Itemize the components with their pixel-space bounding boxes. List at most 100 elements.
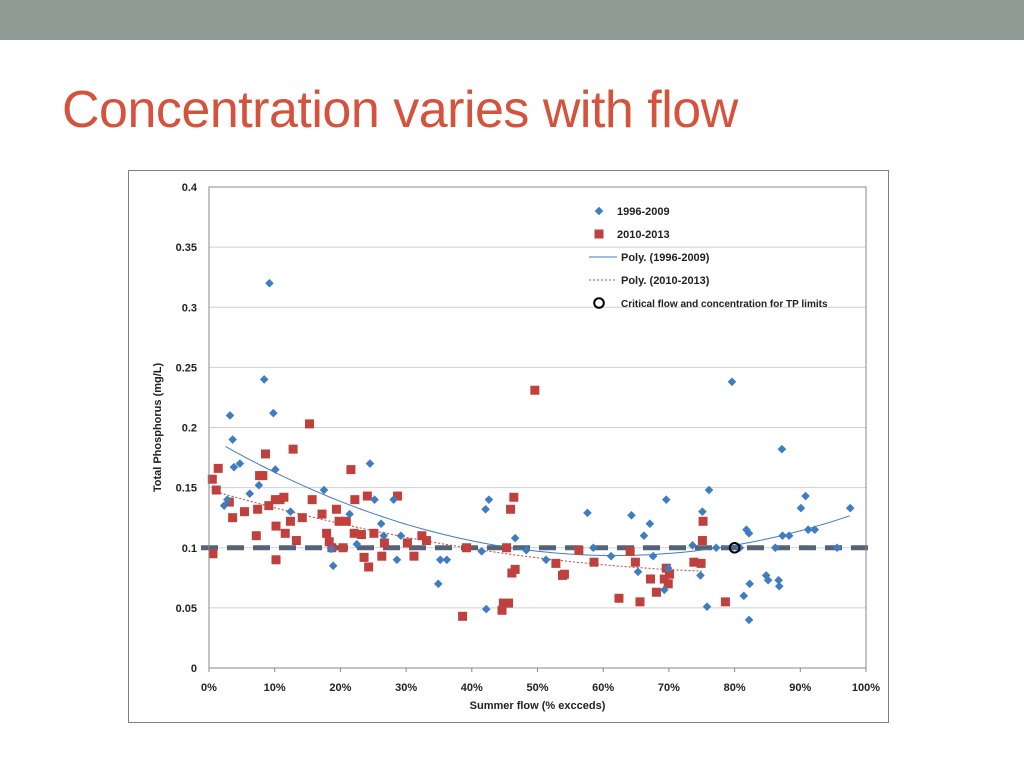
y-tick-label: 0.05 [176, 603, 197, 615]
point-1996-2009 [583, 508, 592, 518]
point-1996-2009 [645, 519, 655, 528]
point-1996-2009 [688, 541, 697, 550]
trendlines [212, 445, 850, 572]
point-2010-2013 [506, 504, 516, 514]
point-1996-2009 [744, 529, 754, 538]
point-2010-2013 [271, 555, 281, 565]
point-2010-2013 [510, 564, 520, 574]
y-tick-label: 0.25 [176, 362, 197, 374]
scatter-chart: 0 0.05 0.1 0.15 0.2 0.25 0.3 0.35 0.4 0% 10% 20% 30%… [152, 182, 880, 712]
point-1996-2009 [648, 551, 658, 561]
point-2010-2013 [696, 558, 706, 568]
point-2010-2013 [341, 516, 351, 526]
point-2010-2013 [349, 528, 359, 538]
point-2010-2013 [359, 552, 369, 562]
point-1996-2009 [271, 465, 280, 474]
point-1996-2009 [433, 579, 443, 589]
y-tick-label: 0.35 [176, 242, 197, 254]
point-2010-2013 [334, 516, 344, 526]
point-1996-2009 [326, 544, 336, 554]
point-2010-2013 [462, 543, 472, 553]
point-2010-2013 [574, 545, 584, 555]
point-2010-2013 [421, 536, 431, 546]
x-tick-label: 40% [461, 682, 483, 694]
point-2010-2013 [251, 531, 261, 541]
point-2010-2013 [291, 536, 301, 546]
point-1996-2009 [396, 531, 406, 541]
point-2010-2013 [559, 569, 569, 579]
point-2010-2013 [417, 531, 427, 541]
point-2010-2013 [402, 538, 412, 548]
point-2010-2013 [211, 485, 221, 495]
point-2010-2013 [288, 444, 298, 454]
x-tick-label: 0% [201, 682, 217, 694]
point-1996-2009 [259, 375, 269, 384]
point-2010-2013 [331, 504, 341, 514]
point-1996-2009 [229, 462, 239, 472]
x-tick-label: 80% [724, 682, 746, 694]
point-1996-2009 [774, 581, 784, 591]
point-1996-2009 [663, 563, 673, 573]
point-1996-2009 [328, 561, 338, 571]
point-1996-2009 [761, 571, 771, 580]
point-1996-2009 [370, 495, 379, 504]
point-2010-2013 [322, 528, 332, 538]
critical-point-marker [728, 541, 741, 554]
point-2010-2013 [317, 509, 327, 519]
x-tick-label: 20% [329, 682, 351, 694]
point-2010-2013 [270, 495, 280, 505]
point-2010-2013 [271, 521, 281, 531]
point-1996-2009 [219, 501, 229, 510]
point-1996-2009 [245, 489, 255, 498]
point-1996-2009 [379, 531, 389, 541]
point-1996-2009 [627, 510, 636, 520]
point-1996-2009 [633, 567, 643, 577]
top-accent-bar [0, 0, 1024, 40]
legend-label: 1996-2009 [617, 206, 670, 218]
point-2010-2013 [497, 605, 507, 615]
point-1996-2009 [228, 435, 237, 444]
point-2010-2013 [697, 536, 707, 546]
point-1996-2009 [269, 408, 278, 418]
point-2010-2013 [589, 557, 599, 567]
point-2010-2013 [208, 549, 218, 559]
point-2010-2013 [279, 492, 289, 502]
point-2010-2013 [362, 491, 372, 501]
point-1996-2009 [801, 491, 810, 501]
legend-symbol-square [594, 229, 604, 239]
point-2010-2013 [646, 574, 656, 584]
point-1996-2009 [704, 485, 714, 495]
point-1996-2009 [639, 531, 649, 541]
point-2010-2013 [551, 558, 561, 568]
x-tick-label: 10% [264, 682, 286, 694]
point-1996-2009 [481, 604, 491, 614]
point-2010-2013 [305, 419, 315, 429]
point-2010-2013 [280, 528, 290, 538]
point-2010-2013 [630, 557, 640, 567]
point-1996-2009 [777, 444, 787, 454]
point-1996-2009 [510, 533, 520, 543]
axes: 0 0.05 0.1 0.15 0.2 0.25 0.3 0.35 0.4 0% 10% 20% 30%… [152, 182, 880, 712]
point-1996-2009 [744, 615, 754, 625]
point-1996-2009 [477, 547, 486, 556]
point-2010-2013 [504, 598, 514, 608]
point-1996-2009 [661, 495, 671, 504]
point-1996-2009 [365, 459, 375, 468]
point-1996-2009 [589, 543, 598, 553]
point-2010-2013 [213, 463, 223, 473]
point-1996-2009 [345, 509, 354, 519]
point-1996-2009 [319, 485, 329, 495]
point-1996-2009 [235, 459, 245, 468]
point-2010-2013 [285, 516, 295, 526]
point-1996-2009 [698, 507, 707, 516]
point-2010-2013 [635, 597, 645, 607]
point-2010-2013 [258, 471, 268, 481]
point-1996-2009 [784, 531, 794, 541]
point-1996-2009 [778, 531, 787, 541]
point-2010-2013 [239, 507, 249, 517]
point-1996-2009 [435, 555, 445, 565]
slide-title: Concentration varies with flow [62, 81, 738, 139]
x-tick-label: 90% [789, 682, 811, 694]
point-2010-2013 [297, 513, 307, 523]
point-2010-2013 [530, 385, 540, 395]
